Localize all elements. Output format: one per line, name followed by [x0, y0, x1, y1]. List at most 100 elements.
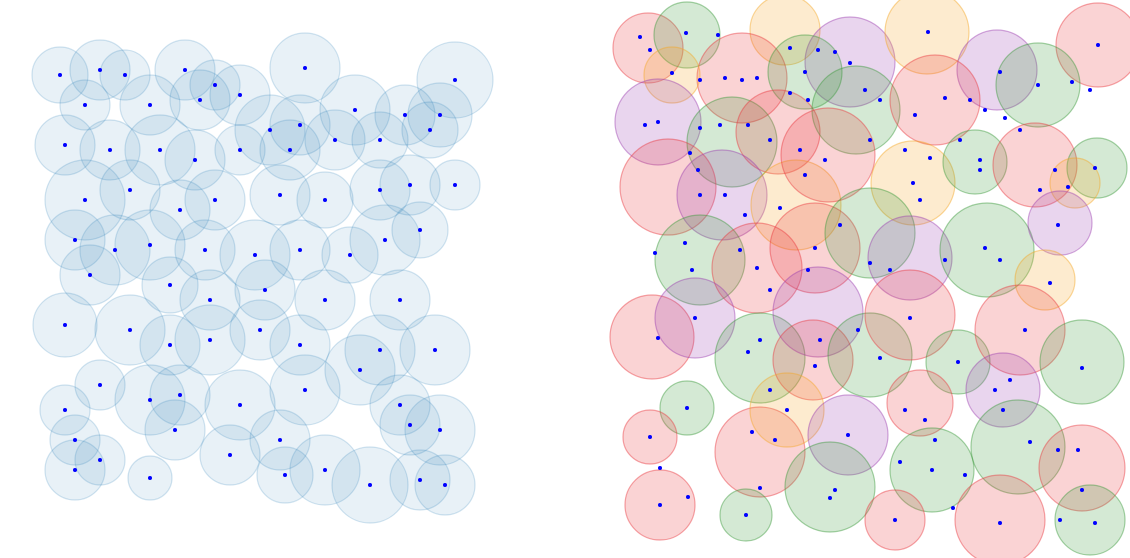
point	[856, 328, 860, 332]
point	[816, 48, 820, 52]
point	[433, 348, 437, 352]
point	[888, 268, 892, 272]
point	[213, 83, 217, 87]
point	[278, 438, 282, 442]
point	[148, 243, 152, 247]
point	[168, 343, 172, 347]
point	[408, 183, 412, 187]
circle	[970, 399, 1066, 495]
point	[738, 248, 742, 252]
point	[716, 33, 720, 37]
point	[263, 288, 267, 292]
point	[178, 208, 182, 212]
point	[758, 486, 762, 490]
circle	[784, 441, 876, 533]
point	[911, 181, 915, 185]
point	[670, 71, 674, 75]
point	[158, 148, 162, 152]
point	[303, 388, 307, 392]
point	[978, 158, 982, 162]
point	[951, 506, 955, 510]
point	[1093, 166, 1097, 170]
point	[1028, 440, 1032, 444]
point	[993, 388, 997, 392]
point	[648, 435, 652, 439]
point	[258, 328, 262, 332]
point	[128, 328, 132, 332]
point	[443, 483, 447, 487]
point	[73, 438, 77, 442]
circle	[954, 474, 1046, 558]
circle	[609, 294, 695, 380]
point	[193, 158, 197, 162]
point	[638, 35, 642, 39]
point	[333, 138, 337, 142]
point	[918, 198, 922, 202]
point	[1093, 521, 1097, 525]
point	[933, 438, 937, 442]
point	[323, 198, 327, 202]
point	[453, 183, 457, 187]
right-panel	[609, 0, 1130, 558]
point	[968, 98, 972, 102]
point	[303, 66, 307, 70]
point	[178, 393, 182, 397]
point	[868, 261, 872, 265]
point	[73, 238, 77, 242]
point	[203, 248, 207, 252]
point	[253, 253, 257, 257]
point	[746, 350, 750, 354]
point	[238, 148, 242, 152]
point	[943, 258, 947, 262]
point	[743, 213, 747, 217]
point	[378, 348, 382, 352]
point	[428, 128, 432, 132]
point	[928, 156, 932, 160]
point	[923, 418, 927, 422]
point	[438, 428, 442, 432]
point	[323, 298, 327, 302]
point	[58, 73, 62, 77]
point	[418, 228, 422, 232]
circle	[1054, 484, 1126, 556]
point	[353, 108, 357, 112]
point	[1066, 185, 1070, 189]
point	[998, 258, 1002, 262]
point	[83, 198, 87, 202]
point	[1080, 488, 1084, 492]
circle	[992, 122, 1078, 208]
point	[398, 403, 402, 407]
point	[208, 338, 212, 342]
point	[903, 408, 907, 412]
point	[658, 503, 662, 507]
point	[1056, 223, 1060, 227]
point	[418, 478, 422, 482]
point	[1048, 281, 1052, 285]
point	[878, 98, 882, 102]
circle	[811, 65, 901, 155]
circle	[619, 138, 717, 236]
point	[846, 433, 850, 437]
point	[238, 403, 242, 407]
point	[768, 138, 772, 142]
point	[88, 273, 92, 277]
point	[926, 30, 930, 34]
point	[238, 93, 242, 97]
circle	[735, 89, 821, 175]
point	[958, 138, 962, 142]
circle	[676, 149, 768, 241]
point	[1056, 448, 1060, 452]
point	[278, 193, 282, 197]
point	[1001, 408, 1005, 412]
point	[656, 336, 660, 340]
point	[298, 248, 302, 252]
point	[746, 123, 750, 127]
point	[798, 148, 802, 152]
point	[368, 483, 372, 487]
circle	[772, 319, 854, 401]
point	[686, 495, 690, 499]
point	[1008, 378, 1012, 382]
point	[1038, 188, 1042, 192]
point	[453, 78, 457, 82]
